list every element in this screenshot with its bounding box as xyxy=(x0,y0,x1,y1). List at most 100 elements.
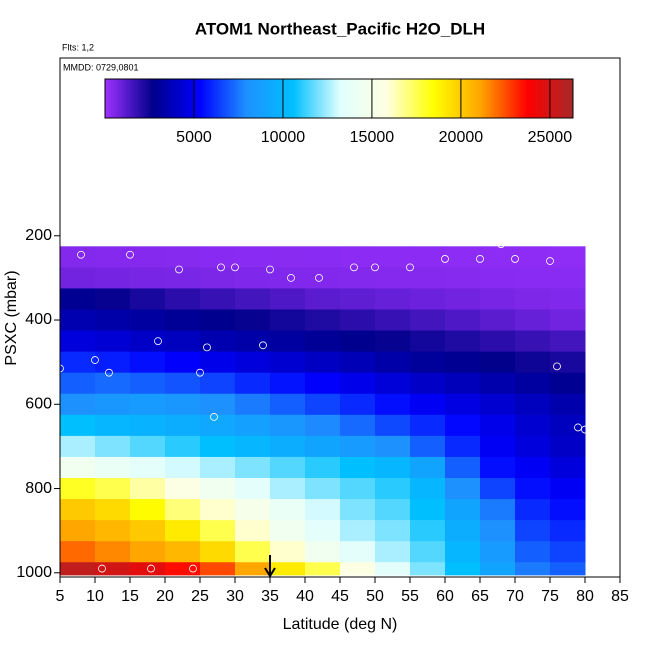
flight-point xyxy=(77,250,85,259)
colorbar-swatch xyxy=(527,79,530,118)
colorbar-swatch xyxy=(497,79,500,118)
colorbar-swatch xyxy=(547,79,550,118)
heat-cell xyxy=(60,478,96,500)
heat-cell xyxy=(95,330,131,353)
heat-cell xyxy=(165,309,201,332)
flight-point xyxy=(91,356,99,364)
colorbar-swatch xyxy=(211,79,214,118)
heat-cell xyxy=(165,456,201,479)
heat-cell xyxy=(130,351,166,374)
colorbar-swatch xyxy=(465,79,468,118)
heat-cell xyxy=(270,246,306,268)
heat-cell xyxy=(305,562,341,576)
heat-cell xyxy=(235,520,271,542)
heat-cell xyxy=(480,520,516,542)
heat-cell xyxy=(515,478,551,500)
colorbar-swatch xyxy=(345,79,348,118)
colorbar-swatch xyxy=(327,79,330,118)
chart-title: ATOM1 Northeast_Pacific H2O_DLH xyxy=(195,19,485,38)
annotation: MMDD: 0729,0801 xyxy=(63,62,139,72)
colorbar-swatch xyxy=(467,79,470,118)
heat-cell xyxy=(410,414,446,437)
heat-cell xyxy=(550,246,586,268)
colorbar-swatch xyxy=(419,79,422,118)
heat-cell xyxy=(445,393,481,416)
colorbar-swatch xyxy=(389,79,392,118)
colorbar-swatch xyxy=(401,79,404,118)
heat-cell xyxy=(95,372,131,395)
colorbar-swatch xyxy=(207,79,210,118)
colorbar-swatch xyxy=(537,79,540,118)
heat-cell xyxy=(95,246,131,268)
colorbar-swatch xyxy=(249,79,252,118)
heat-cell xyxy=(130,330,166,353)
heat-cell xyxy=(305,520,341,542)
colorbar-swatch xyxy=(367,79,370,118)
heat-cell xyxy=(305,288,341,310)
heat-cell xyxy=(270,351,306,374)
heat-cell xyxy=(130,478,166,500)
heat-cell xyxy=(480,267,516,289)
colorbar-swatch xyxy=(179,79,182,118)
heat-cell xyxy=(375,414,411,437)
colorbar-swatch xyxy=(545,79,548,118)
heat-cell xyxy=(95,288,131,310)
heat-cell xyxy=(235,309,271,332)
colorbar-swatch xyxy=(257,79,260,118)
colorbar-swatch xyxy=(561,79,564,118)
colorbar-swatch xyxy=(487,79,490,118)
flight-point xyxy=(105,368,113,377)
colorbar-swatch xyxy=(471,79,474,118)
colorbar-swatch xyxy=(553,79,556,118)
heat-cell xyxy=(130,414,166,437)
heat-cell xyxy=(410,372,446,395)
heat-cell xyxy=(515,330,551,353)
colorbar-swatch xyxy=(431,79,434,118)
heat-cell xyxy=(95,414,131,437)
colorbar-swatch xyxy=(443,79,446,118)
heat-cell xyxy=(235,267,271,289)
heat-cell xyxy=(410,351,446,374)
colorbar-swatch xyxy=(351,79,354,118)
colorbar-swatch xyxy=(131,79,134,118)
colorbar-swatch xyxy=(113,79,116,118)
colorbar-swatch xyxy=(307,79,310,118)
x-axis-label: Latitude (deg N) xyxy=(283,616,398,633)
x-tick-label: 70 xyxy=(506,588,524,605)
y-tick-label: 800 xyxy=(25,480,52,497)
heat-cell xyxy=(515,246,551,268)
colorbar-swatch xyxy=(237,79,240,118)
colorbar-swatch xyxy=(473,79,476,118)
heat-cell xyxy=(305,435,341,458)
colorbar-swatch xyxy=(135,79,138,118)
colorbar-swatch xyxy=(457,79,460,118)
heat-cell xyxy=(515,541,551,563)
colorbar-swatch xyxy=(289,79,292,118)
colorbar-swatch xyxy=(407,79,410,118)
colorbar-swatch xyxy=(385,79,388,118)
colorbar-swatch xyxy=(503,79,506,118)
colorbar-swatch xyxy=(129,79,132,118)
heat-cell xyxy=(270,330,306,353)
colorbar-swatch xyxy=(247,79,250,118)
colorbar-swatch xyxy=(281,79,284,118)
heat-cell xyxy=(305,541,341,563)
colorbar-swatch xyxy=(159,79,162,118)
heat-cell xyxy=(270,435,306,458)
heat-cell xyxy=(340,288,376,310)
heat-cell xyxy=(410,541,446,563)
colorbar-swatch xyxy=(347,79,350,118)
heat-cell xyxy=(165,288,201,310)
colorbar-swatch xyxy=(107,79,110,118)
heat-cell xyxy=(130,435,166,458)
heat-cell xyxy=(550,288,586,310)
heat-cell xyxy=(340,393,376,416)
heat-cell xyxy=(340,372,376,395)
heat-cell xyxy=(200,499,236,521)
heat-cell xyxy=(95,541,131,563)
colorbar-swatch xyxy=(273,79,276,118)
heat-cell xyxy=(130,456,166,479)
colorbar-swatch xyxy=(287,79,290,118)
colorbar-swatch xyxy=(227,79,230,118)
